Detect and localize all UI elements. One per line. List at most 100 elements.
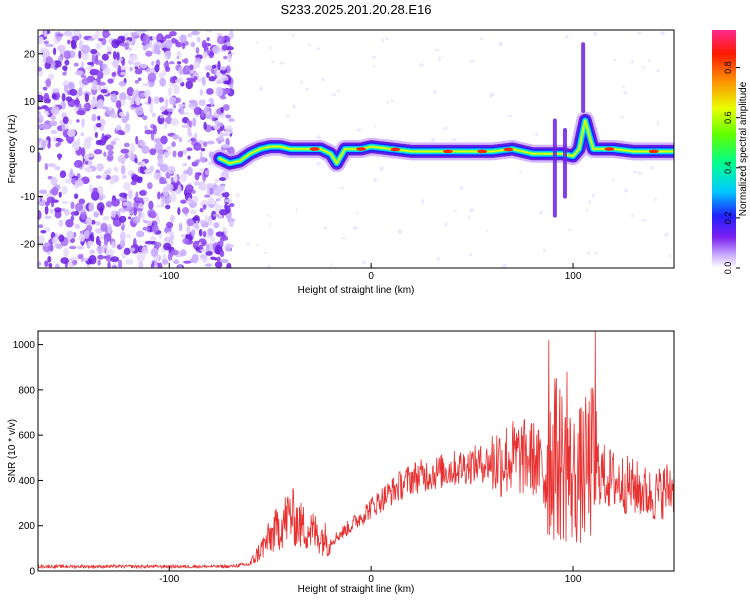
noise-blob [95,30,101,39]
noise-blob [43,92,50,101]
y-tick-label: 800 [18,385,35,396]
noise-blob [150,131,155,141]
noise-blob [134,66,139,70]
noise-blob [120,98,126,107]
noise-blob [183,260,192,264]
noise-blob [208,97,213,103]
noise-blob [44,106,50,112]
noise-blob [206,37,210,42]
noise-blob [195,220,199,229]
noise-blob [221,204,224,209]
noise-blob [42,243,51,247]
noise-blob [107,261,111,268]
noise-blob [97,185,104,194]
noise-blob [204,170,210,176]
noise-blob [164,121,168,130]
noise-blob [142,83,150,87]
noise-blob [81,77,90,85]
noise-blob [96,70,104,80]
noise-blob [44,226,51,233]
noise-blob [256,244,259,247]
noise-blob [106,46,113,53]
noise-blob [185,80,194,90]
noise-blob [133,237,137,248]
noise-blob [535,132,539,137]
noise-blob [73,159,83,168]
noise-blob [144,125,148,131]
spectrogram-y-ticks: -20 -10 0 10 20 [21,49,43,251]
noise-blob [194,172,200,181]
noise-blob [216,256,221,262]
noise-blob [163,151,169,159]
noise-blob [611,178,615,181]
noise-blob [58,219,64,227]
noise-blob [454,209,458,212]
noise-blob [151,36,158,41]
noise-blob [112,137,120,142]
noise-blob [160,135,168,145]
noise-blob [184,184,194,193]
noise-blob [137,77,142,82]
noise-blob [76,119,80,123]
noise-blob [519,170,522,173]
noise-blob [142,226,151,231]
noise-blob [110,210,116,218]
noise-blob [39,189,48,195]
noise-blob [72,231,77,238]
noise-blob [96,245,105,254]
noise-blob [175,41,183,48]
noise-blob [44,205,49,215]
noise-blob [195,47,200,54]
noise-blob [166,231,175,235]
noise-blob [42,86,48,91]
noise-blob [213,200,217,206]
noise-blob [50,115,57,121]
noise-blob [80,210,87,220]
noise-blob [72,30,81,37]
noise-blob [57,153,62,161]
noise-blob [38,94,44,102]
noise-blob [164,116,173,125]
noise-blob [135,230,145,238]
noise-blob [208,197,215,205]
noise-blob [191,217,199,221]
noise-blob [76,245,85,250]
noise-blob [41,123,50,130]
noise-blob [316,161,321,166]
noise-blob [588,199,592,205]
noise-blob [38,118,42,123]
ridge-hotspot [442,149,453,154]
noise-blob [593,31,598,36]
noise-blob [118,111,126,117]
noise-blob [83,154,89,161]
noise-blob [161,111,169,115]
noise-blob [141,160,146,168]
noise-blob [419,62,424,67]
noise-blob [170,118,179,126]
noise-blob [637,171,642,176]
noise-blob [70,201,75,209]
noise-blob [229,84,234,89]
noise-blob [38,66,43,72]
noise-blob [385,37,389,41]
noise-blob [40,230,47,234]
noise-blob [83,139,92,150]
noise-blob [51,186,59,196]
noise-blob [176,61,182,65]
noise-blob [80,147,86,158]
noise-blob [89,249,95,255]
noise-blob [206,140,215,145]
noise-blob [98,38,103,42]
noise-blob [161,197,165,208]
ridge-hotspot [503,147,514,152]
noise-blob [94,60,104,66]
noise-blob [167,87,173,96]
noise-blob [216,35,225,45]
noise-blob [637,31,642,35]
noise-blob [202,204,207,210]
noise-blob [178,265,182,268]
noise-blob [153,137,162,144]
noise-blob [178,103,186,108]
noise-blob [381,38,385,43]
noise-blob [123,182,131,191]
